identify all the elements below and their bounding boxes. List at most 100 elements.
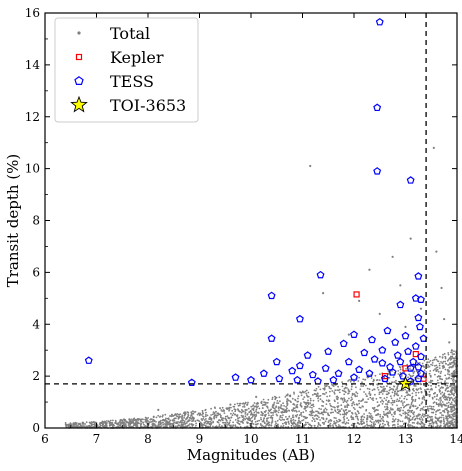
total-background-point <box>292 403 295 406</box>
total-background-point <box>279 400 281 403</box>
total-background-point <box>257 405 259 408</box>
total-background-point <box>369 420 372 423</box>
total-background-point <box>430 381 432 384</box>
total-background-point <box>386 405 388 408</box>
total-background-point <box>364 425 367 427</box>
total-background-point <box>290 419 293 422</box>
total-background-point <box>142 418 144 421</box>
point-tess <box>375 17 384 26</box>
total-background-point <box>393 399 396 402</box>
total-background-point <box>282 408 285 411</box>
total-background-point <box>433 409 436 411</box>
point-tess <box>414 313 423 322</box>
total-background-point <box>454 396 457 399</box>
total-background-point <box>438 389 441 391</box>
total-background-point <box>423 384 425 387</box>
total-background-point <box>104 424 106 427</box>
total-background-point <box>434 368 436 371</box>
total-background-point <box>184 422 187 425</box>
total-background-point <box>399 368 402 371</box>
x-tick-label: 6 <box>41 432 49 446</box>
point-total <box>419 307 423 310</box>
total-background-point <box>377 409 379 412</box>
total-background-point <box>453 388 456 391</box>
total-background-point <box>225 425 228 428</box>
total-background-point <box>268 424 271 426</box>
total-background-point <box>359 388 362 391</box>
total-background-point <box>119 421 121 423</box>
total-background-point <box>271 398 274 401</box>
total-background-point <box>194 410 197 413</box>
total-background-point <box>447 413 449 415</box>
total-background-point <box>315 410 317 413</box>
total-background-point <box>415 391 417 394</box>
total-background-point <box>246 413 249 416</box>
total-background-point <box>185 422 188 424</box>
total-background-point <box>142 421 144 424</box>
total-background-point <box>438 367 441 369</box>
total-background-point <box>409 415 412 418</box>
total-background-point <box>338 391 341 394</box>
total-background-point <box>329 425 332 427</box>
total-background-point <box>220 409 223 411</box>
total-background-point <box>375 397 378 400</box>
total-background-point <box>381 415 384 418</box>
total-background-point <box>120 425 122 428</box>
total-background-point <box>452 386 454 389</box>
total-background-point <box>416 407 419 410</box>
total-background-point <box>249 409 252 412</box>
total-background-point <box>343 415 346 418</box>
total-background-point <box>348 397 350 400</box>
total-background-point <box>65 425 68 428</box>
total-background-point <box>282 414 284 416</box>
total-background-point <box>449 363 452 366</box>
total-background-point <box>378 379 381 381</box>
total-background-point <box>343 413 346 416</box>
total-background-point <box>406 412 408 415</box>
total-background-point <box>293 410 296 412</box>
total-background-point <box>255 423 258 426</box>
total-background-point <box>452 399 454 401</box>
total-background-point <box>330 408 333 411</box>
point-tess <box>231 373 240 381</box>
total-background-point <box>387 372 390 375</box>
total-background-point <box>449 406 452 409</box>
total-background-point <box>358 376 360 379</box>
total-background-point <box>334 400 336 403</box>
total-background-point <box>246 404 248 406</box>
total-background-point <box>213 412 216 414</box>
total-background-point <box>447 377 450 380</box>
total-background-point <box>165 417 167 420</box>
total-background-point <box>447 353 450 356</box>
total-background-point <box>364 378 366 381</box>
total-background-point <box>414 405 417 407</box>
total-background-point <box>332 426 335 428</box>
total-background-point <box>72 423 74 426</box>
total-background-point <box>407 423 410 426</box>
total-background-point <box>311 420 314 422</box>
total-background-point <box>379 413 382 416</box>
total-background-point <box>350 415 353 417</box>
total-background-point <box>90 421 93 424</box>
total-background-point <box>450 388 453 390</box>
total-background-point <box>355 413 358 416</box>
total-background-point <box>299 391 301 393</box>
total-background-point <box>431 359 434 362</box>
y-tick-label: 2 <box>32 369 40 383</box>
total-background-point <box>399 389 402 392</box>
total-background-point <box>360 385 363 387</box>
total-background-point <box>277 407 280 410</box>
total-background-point <box>372 422 375 425</box>
total-background-point <box>329 403 331 405</box>
total-background-point <box>285 416 287 418</box>
total-background-point <box>298 420 300 422</box>
total-background-point <box>426 405 429 408</box>
total-background-point <box>64 423 67 426</box>
total-background-point <box>404 415 407 418</box>
y-axis-label: Transit depth (%) <box>4 154 22 288</box>
total-background-point <box>241 416 244 419</box>
total-background-point <box>327 412 329 415</box>
point-tess <box>383 326 392 335</box>
total-background-point <box>347 392 349 395</box>
total-background-point <box>388 389 391 392</box>
